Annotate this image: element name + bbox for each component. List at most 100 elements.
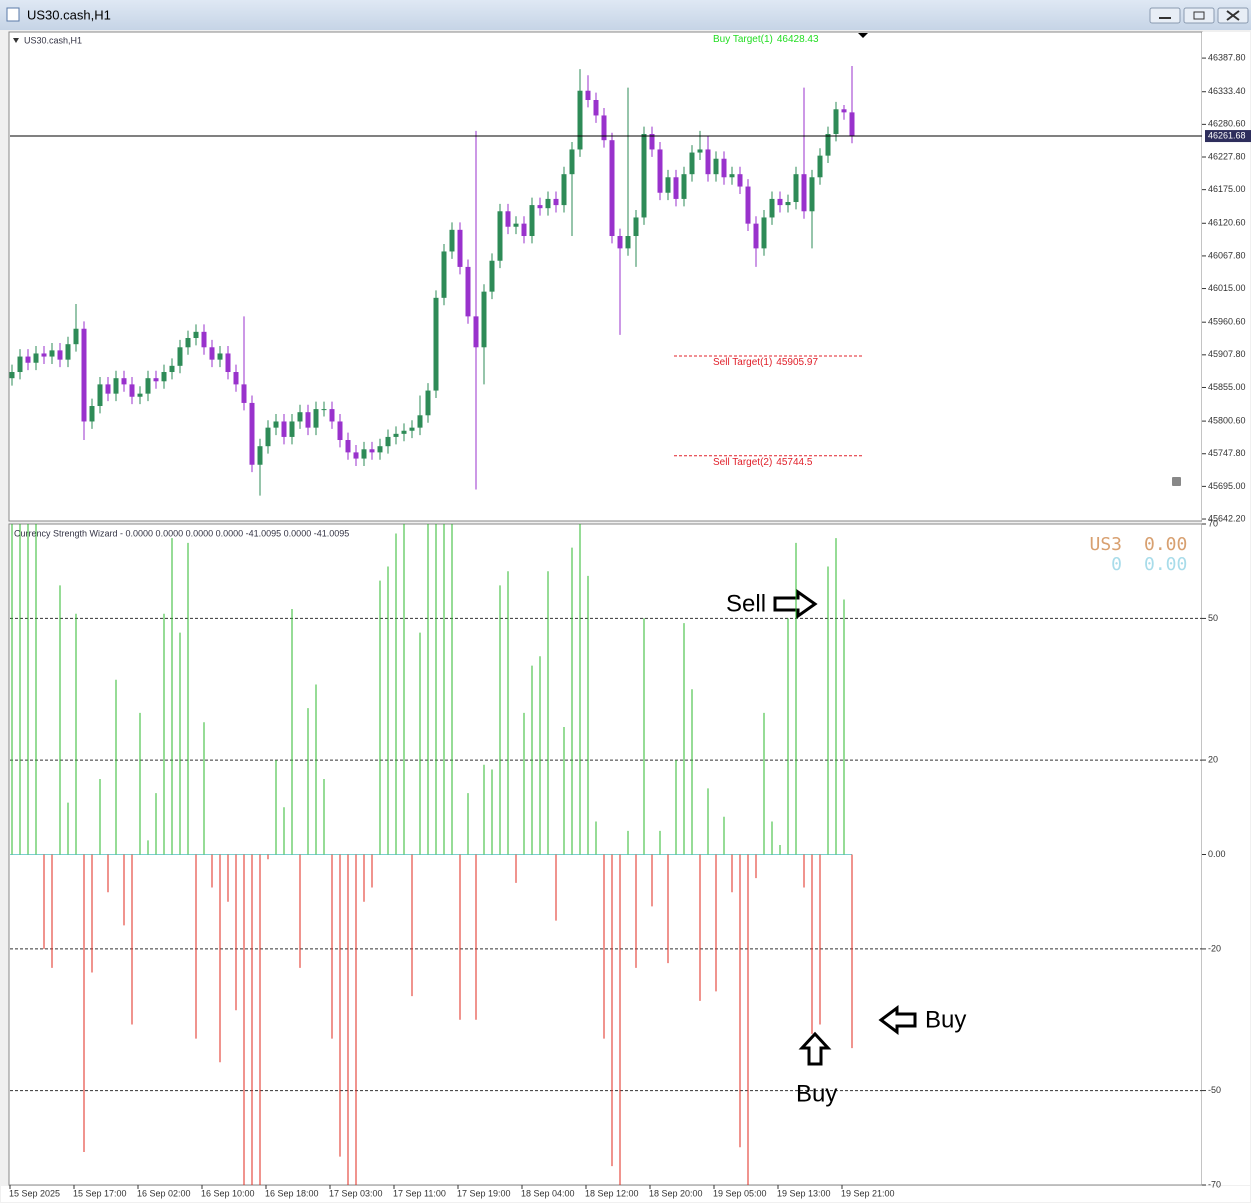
candle-body: [793, 174, 799, 203]
candle-body: [745, 186, 751, 224]
candle-body: [17, 356, 23, 373]
candle-body: [601, 115, 607, 141]
x-tick-label: 19 Sep 13:00: [777, 1188, 831, 1198]
candle-body: [201, 331, 207, 348]
minimize-button[interactable]: [1149, 7, 1181, 24]
price-panel: [8, 31, 1203, 522]
indicator-label: Currency Strength Wizard - 0.0000 0.0000…: [14, 528, 349, 538]
candle-body: [377, 446, 383, 453]
target-name: Sell Target(1): [713, 357, 772, 368]
candle-body: [649, 134, 655, 150]
candle-body: [577, 90, 583, 150]
candle-body: [49, 350, 55, 357]
candle-body: [305, 412, 311, 428]
candle-body: [665, 177, 671, 193]
candle-body: [209, 347, 215, 360]
x-tick-label: 15 Sep 17:00: [73, 1188, 127, 1198]
candle-body: [153, 378, 159, 382]
candle-body: [169, 365, 175, 373]
y-tick-label: 70: [1208, 518, 1218, 528]
candle-body: [393, 433, 399, 437]
candle-body: [545, 198, 551, 209]
corner-name: 0: [1111, 554, 1122, 575]
candle-body: [65, 344, 71, 360]
target-label: Sell Target(1) 45905.97: [713, 357, 818, 368]
candle-body: [505, 211, 511, 227]
candle-body: [417, 415, 423, 428]
candle-body: [449, 229, 455, 252]
corner-value: 0.00: [1144, 534, 1187, 555]
x-tick-label: 15 Sep 2025: [9, 1188, 60, 1198]
candle-body: [73, 328, 79, 345]
restore-button[interactable]: [1183, 7, 1215, 24]
candle-body: [561, 174, 567, 206]
candle-body: [329, 409, 335, 422]
x-tick-label: 16 Sep 18:00: [265, 1188, 319, 1198]
candle-body: [833, 109, 839, 135]
candle-body: [441, 251, 447, 298]
candle-body: [25, 356, 31, 363]
y-tick-label: 45960.60: [1208, 317, 1246, 327]
candle-body: [217, 353, 223, 360]
candle-body: [849, 112, 855, 136]
candle-body: [721, 158, 727, 178]
y-tick-label: 45800.60: [1208, 415, 1246, 425]
y-tick-label: 46280.60: [1208, 119, 1246, 129]
y-tick-label: 46333.40: [1208, 86, 1246, 96]
target-label: Sell Target(2) 45744.5: [713, 456, 813, 467]
candle-body: [97, 384, 103, 407]
candle-body: [241, 384, 247, 403]
target-value: 46428.43: [777, 34, 819, 45]
x-tick-label: 16 Sep 02:00: [137, 1188, 191, 1198]
corner-value: 0.00: [1144, 554, 1187, 575]
candle-body: [697, 149, 703, 153]
candle-body: [521, 223, 527, 237]
candle-body: [641, 134, 647, 218]
candle-body: [185, 338, 191, 348]
candle-body: [657, 149, 663, 193]
candle-body: [81, 328, 87, 422]
candle-body: [89, 406, 95, 422]
candle-body: [457, 229, 463, 267]
y-tick-label: 46120.60: [1208, 218, 1246, 228]
candle-body: [481, 291, 487, 348]
candle-body: [353, 452, 359, 459]
target-name: Sell Target(2): [713, 456, 772, 467]
candle-body: [841, 109, 847, 113]
candle-body: [513, 223, 519, 227]
candle-body: [401, 430, 407, 434]
candle-body: [593, 100, 599, 116]
candle-body: [785, 202, 791, 206]
target-label: Buy Target(1) 46428.43: [713, 34, 819, 45]
y-tick-label: 46067.80: [1208, 250, 1246, 260]
candle-body: [777, 198, 783, 206]
sell-arrow: [773, 589, 818, 619]
candle-body: [337, 421, 343, 441]
candle-body: [121, 378, 127, 385]
y-tick-label: 45855.00: [1208, 382, 1246, 392]
time-axis-bg: [1, 1186, 1250, 1202]
annotation: Buy: [925, 1006, 966, 1033]
x-tick-label: 17 Sep 11:00: [393, 1188, 446, 1198]
x-tick-label: 19 Sep 05:00: [713, 1188, 767, 1198]
candle-body: [737, 174, 743, 187]
candle-body: [569, 149, 575, 175]
y-tick-label: 46015.00: [1208, 283, 1246, 293]
candle-body: [689, 152, 695, 175]
chart-label: US30.cash,H1: [24, 35, 82, 45]
y-tick-label: 46387.80: [1208, 52, 1246, 62]
y-tick-label: -50: [1208, 1085, 1221, 1095]
candle-body: [769, 198, 775, 218]
candle-body: [33, 353, 39, 363]
target-name: Buy Target(1): [713, 34, 773, 45]
x-tick-label: 18 Sep 04:00: [521, 1188, 575, 1198]
candle-body: [113, 378, 119, 394]
y-tick-label: 45695.00: [1208, 481, 1246, 491]
candle-body: [529, 205, 535, 237]
grid-icon: [1172, 477, 1181, 486]
x-tick-label: 16 Sep 10:00: [201, 1188, 255, 1198]
candle-body: [273, 421, 279, 428]
candle-body: [257, 446, 263, 465]
candle-body: [753, 223, 759, 249]
